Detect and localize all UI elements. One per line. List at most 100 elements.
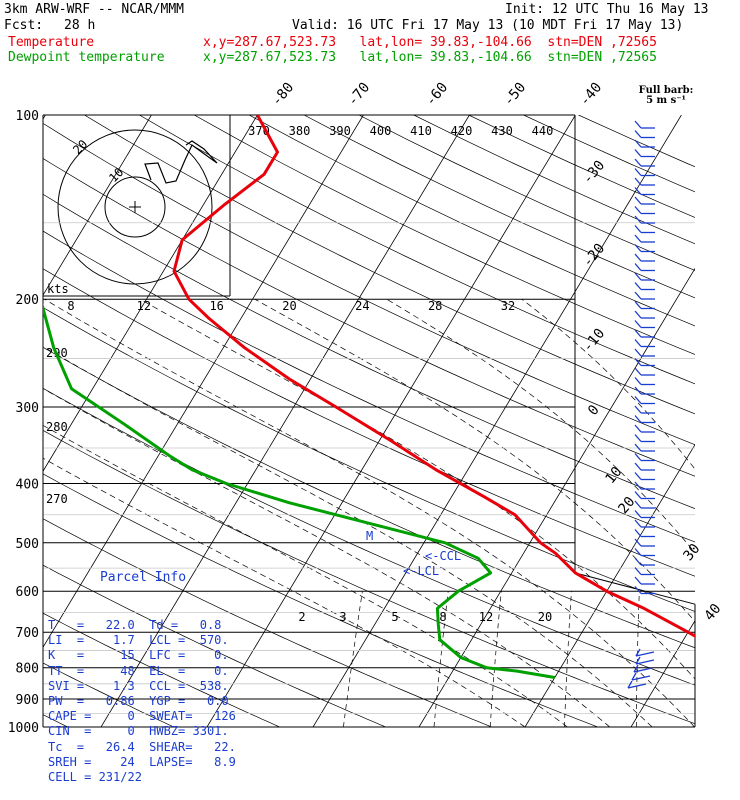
- wind-barb: [635, 340, 641, 347]
- theta-label: 400: [370, 124, 392, 138]
- isotherm-label: 20: [615, 494, 638, 517]
- parcel-info-row: SREH = 24 LAPSE= 8.9: [48, 755, 238, 770]
- wind-barb: [635, 140, 641, 147]
- isotherm-label: -60: [423, 80, 452, 110]
- wind-barb: [636, 660, 654, 664]
- hodograph-ring-label: 20: [70, 137, 90, 157]
- wind-barb: [635, 178, 641, 185]
- wind-barb: [635, 406, 641, 413]
- parcel-annotation: <-CCL: [425, 549, 461, 563]
- isotherm-label: 10: [602, 464, 625, 487]
- parcel-info-title: Parcel Info: [48, 570, 238, 585]
- hodograph-speed-label: 28: [428, 299, 442, 313]
- mixing-ratio-label: 8: [439, 610, 446, 624]
- dry-adiabat: [249, 115, 740, 740]
- isotherm-label: -30: [580, 158, 609, 188]
- parcel-info-row: CELL = 231/22: [48, 770, 238, 785]
- wind-barb: [635, 235, 641, 242]
- wind-barb: [635, 283, 641, 290]
- isotherm-label: 0: [585, 402, 603, 419]
- hodograph-speed-label: 24: [355, 299, 369, 313]
- isotherm-line: [729, 115, 740, 740]
- wind-barb: [635, 321, 641, 328]
- mixing-ratio-label: 5: [391, 610, 398, 624]
- theta-low-label: 280: [46, 420, 68, 434]
- wind-barb: [635, 150, 641, 157]
- wind-barb: [635, 216, 641, 223]
- parcel-info-row: LI = 1.7 LCL = 570.: [48, 633, 238, 648]
- pressure-tick-label: 700: [16, 626, 39, 641]
- isotherm-label: -70: [345, 80, 374, 110]
- parcel-info-row: CAPE = 0 SWEAT= 126: [48, 709, 238, 724]
- hodograph-ring-label: 10: [106, 165, 126, 185]
- wind-barb: [635, 387, 641, 394]
- mixing-ratio-label: 12: [479, 610, 493, 624]
- isotherm-line: [623, 115, 740, 740]
- theta-low-label: 270: [46, 492, 68, 506]
- theta-label: 390: [329, 124, 351, 138]
- wind-barb: [635, 463, 641, 470]
- parcel-info-row: SVI = 1.3 CCL = 538.: [48, 679, 238, 694]
- parcel-info-row: T = 22.0 Td = 0.8: [48, 618, 238, 633]
- pressure-tick-label: 300: [16, 401, 39, 416]
- wind-barb: [635, 207, 641, 214]
- parcel-info-row: K = 15 LFC = 0.: [48, 648, 238, 663]
- hodograph-units-label: kts: [47, 282, 69, 296]
- pressure-tick-label: 400: [16, 477, 39, 492]
- pressure-tick-label: 800: [16, 662, 39, 677]
- wind-barb: [635, 520, 641, 527]
- dry-adiabat: [579, 115, 740, 740]
- wind-barb: [635, 435, 641, 442]
- theta-label: 410: [410, 124, 432, 138]
- isotherm-line: [305, 115, 681, 740]
- wind-barb: [635, 549, 641, 556]
- isotherm-label: -10: [580, 326, 609, 356]
- wind-barb: [635, 264, 641, 271]
- mixing-ratio-label: 3: [339, 610, 346, 624]
- isotherm-label: 40: [701, 601, 724, 624]
- dry-adiabat: [359, 115, 740, 740]
- wind-barb: [635, 397, 641, 404]
- wind-barb: [635, 473, 641, 480]
- pressure-tick-label: 600: [16, 585, 39, 600]
- theta-label: 380: [289, 124, 311, 138]
- pressure-tick-label: 900: [16, 693, 39, 708]
- wind-barb: [635, 511, 641, 518]
- parcel-annotation: M: [366, 529, 373, 543]
- hodograph-speed-label: 8: [67, 299, 74, 313]
- parcel-info-row: Tc = 26.4 SHEAR= 22.: [48, 740, 238, 755]
- wind-barb: [635, 368, 641, 375]
- pressure-tick-label: 1000: [8, 721, 39, 736]
- parcel-info-row: TT = 48 EL = 0.: [48, 664, 238, 679]
- wind-barb: [635, 492, 641, 499]
- isotherm-line: [517, 115, 740, 740]
- wind-barb: [635, 159, 641, 166]
- isotherm-label: -40: [577, 80, 606, 110]
- wind-barb: [635, 226, 641, 233]
- wind-barb: [635, 444, 641, 451]
- isotherm-label: -80: [269, 80, 298, 110]
- theta-label: 430: [491, 124, 513, 138]
- mixing-ratio-label: 20: [538, 610, 552, 624]
- wind-barb: [635, 169, 641, 176]
- wind-barb: [635, 577, 641, 584]
- dry-adiabat: [524, 115, 740, 740]
- wind-barb: [635, 311, 641, 318]
- dry-adiabat: [469, 115, 740, 740]
- parcel-annotation: <-LCL: [403, 564, 439, 578]
- hodograph-speed-label: 32: [501, 299, 515, 313]
- theta-label: 420: [451, 124, 473, 138]
- mixing-ratio-line: [700, 591, 701, 727]
- wind-barb: [635, 121, 641, 128]
- wind-barb: [635, 425, 641, 432]
- wind-barb: [635, 349, 641, 356]
- wind-barb: [635, 378, 641, 385]
- pressure-tick-label: 100: [16, 109, 39, 124]
- wind-barb: [635, 131, 641, 138]
- wind-barb: [632, 676, 650, 680]
- wind-barb: [635, 558, 641, 565]
- wind-barb: [635, 197, 641, 204]
- isotherm-label: 30: [680, 541, 703, 564]
- wind-barb: [636, 652, 654, 656]
